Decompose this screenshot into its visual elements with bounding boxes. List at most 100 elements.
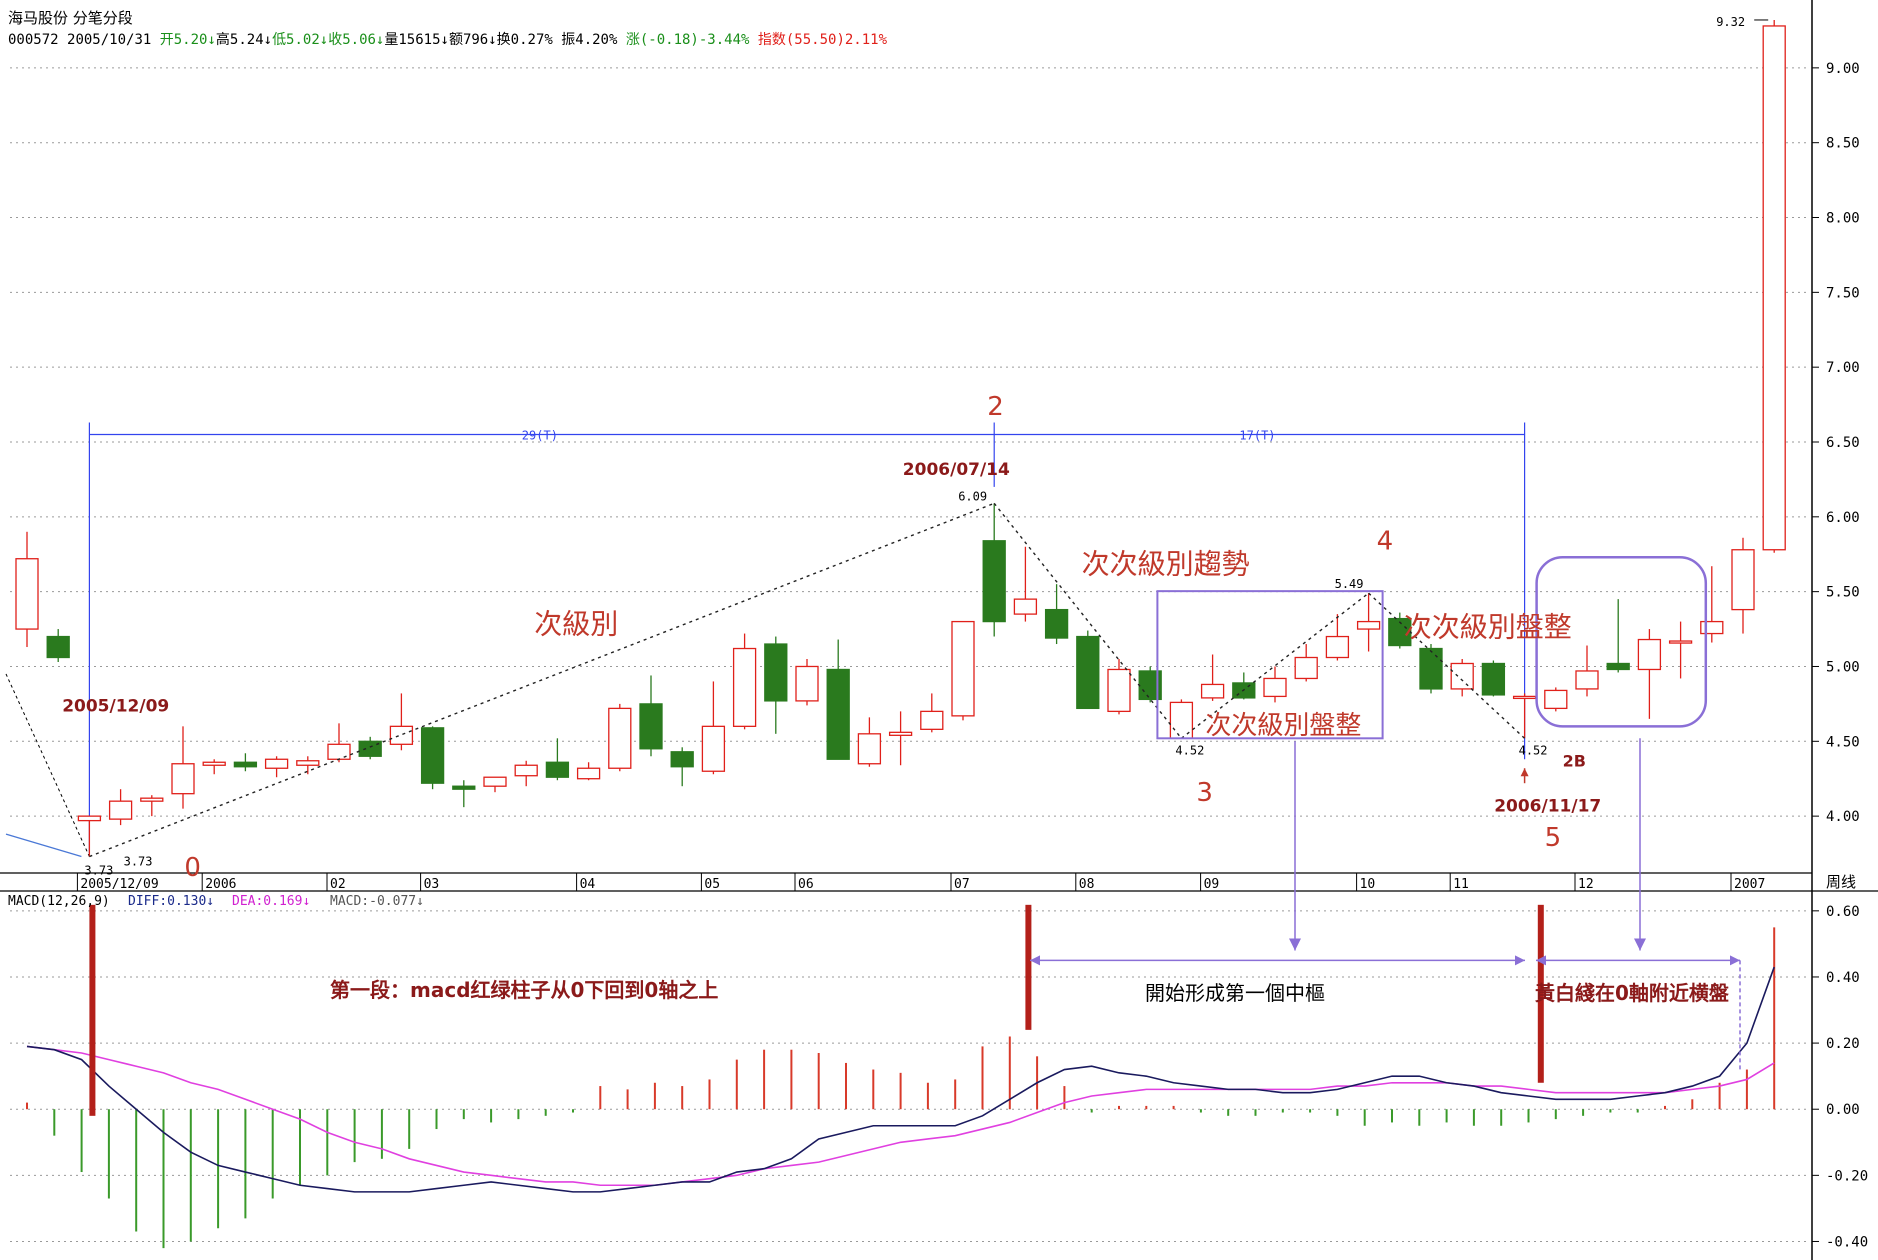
annotation-consolidation-2: 次次級別盤整 [1404, 611, 1572, 644]
price-tick-label: 8.00 [1826, 211, 1860, 227]
candle-body [1263, 677, 1287, 698]
stroke-segment [1368, 592, 1526, 739]
macd-macd-value: MACD:-0.077↓ [330, 894, 424, 909]
candle-body [857, 733, 882, 765]
candle-body [202, 761, 226, 766]
date-annotation-5: 2006/11/17 [1494, 797, 1601, 817]
price-tick-label: 5.00 [1826, 659, 1860, 675]
candle-body [1419, 647, 1443, 690]
candle-body [1481, 662, 1506, 696]
candle-body [296, 760, 320, 766]
price-tick-label: 7.50 [1826, 285, 1860, 301]
stroke-segment [89, 502, 995, 858]
price-tick-label: 5.50 [1826, 585, 1860, 601]
candle-body [764, 643, 788, 702]
candle-body [1294, 656, 1318, 680]
measure-count-label: 17(T) [1239, 429, 1275, 443]
candle-body [389, 725, 414, 745]
candle-body [701, 725, 726, 772]
quote-amplitude: 振4.20% [561, 32, 618, 48]
candle-body [982, 540, 1006, 623]
annotation-level: 次級別 [534, 608, 618, 641]
macd-tick-label: 0.60 [1826, 904, 1860, 920]
candle-body [1044, 608, 1069, 639]
price-tick-label: 6.00 [1826, 510, 1860, 526]
macd-tick-label: 0.00 [1826, 1102, 1860, 1118]
price-label: 6.09 [958, 489, 987, 503]
date-annotation-0: 2005/12/09 [62, 696, 169, 716]
date-label: 2006 [205, 877, 236, 892]
zhongshu-down-arrow-head [1289, 938, 1301, 951]
candle-body [108, 800, 133, 820]
price-label: 5.49 [1335, 577, 1364, 591]
dea-line [26, 1045, 1775, 1187]
macd-tick-label: -0.40 [1826, 1234, 1868, 1250]
wave-label-2: 2 [987, 392, 1004, 422]
candle-body [140, 797, 164, 802]
date-label: 06 [798, 877, 814, 892]
candle-body [1512, 695, 1537, 700]
price-label: 3.73 [124, 855, 153, 869]
stroke-segment [1180, 592, 1370, 739]
diff-line [26, 966, 1775, 1193]
price-label: 4.52 [1519, 743, 1548, 757]
quote-close: 收5.06↓ [328, 32, 385, 48]
candle-body [608, 707, 632, 769]
candle-body [1606, 662, 1630, 671]
candle-body [514, 764, 538, 777]
macd-tick-label: 0.20 [1826, 1036, 1860, 1052]
price-tick-label: 7.00 [1826, 360, 1860, 376]
candle-body [1356, 620, 1381, 630]
date-label: 2005/12/09 [80, 877, 158, 892]
candle-body [1200, 683, 1225, 699]
date-label: 08 [1079, 877, 1095, 892]
candle-body [46, 635, 70, 659]
hover-range-arrow-right-head [1730, 955, 1740, 966]
candle-body [1731, 549, 1755, 611]
macd-diff-value: DIFF:0.130↓ [128, 894, 214, 909]
wave-label-3: 3 [1196, 778, 1213, 808]
candle-body [951, 620, 975, 717]
consolidation-box [1535, 555, 1708, 728]
stock-code: 000572 [8, 32, 59, 48]
quote-index: 指数(55.50)2.11% [757, 32, 888, 48]
wave-label-4: 4 [1377, 527, 1394, 557]
price-tick-label: 9.00 [1826, 61, 1860, 77]
candle-body [77, 815, 102, 822]
candle-body [483, 776, 507, 787]
annotation-consolidation-1: 次次級別盤整 [1205, 711, 1361, 741]
date-label: 02 [330, 877, 346, 892]
macd-dea-value: DEA:0.169↓ [232, 894, 310, 909]
candle-body [1013, 598, 1038, 615]
macd-marker-bar [89, 904, 96, 1116]
quote-date: 2005/10/31 [67, 32, 152, 48]
date-label: 2007 [1734, 877, 1765, 892]
center-range-arrow-right-head [1515, 955, 1525, 966]
macd-marker-bar [1025, 904, 1032, 1030]
quote-open: 开5.20↓ [159, 32, 216, 48]
candle-body [452, 785, 476, 790]
quote-low: 低5.02↓ [272, 32, 329, 48]
candle-body [826, 668, 850, 760]
candle-body [1762, 25, 1786, 551]
measure-count-label: 29(T) [522, 429, 558, 443]
candle-body [15, 558, 39, 630]
candle-body [920, 710, 944, 730]
price-label: 9.32 [1716, 15, 1745, 29]
date-label: 03 [424, 877, 440, 892]
date-annotation-2: 2006/07/14 [903, 460, 1010, 480]
macd-tick-label: 0.40 [1826, 970, 1860, 986]
date-label: 05 [704, 877, 720, 892]
quote-high: 高5.24↓ [215, 32, 273, 48]
candle-body [264, 758, 289, 769]
candle-body [576, 767, 601, 780]
wave-label-5: 5 [1545, 823, 1562, 853]
wave-label-2b: 2B [1563, 752, 1586, 771]
candle-body [1575, 670, 1599, 690]
price-tick-label: 4.00 [1826, 809, 1860, 825]
candle-body [1076, 635, 1100, 710]
macd-tick-label: -0.20 [1826, 1168, 1868, 1184]
candle-body [1637, 638, 1662, 671]
quote-amount: 额796↓ [448, 32, 497, 48]
candle-body [732, 647, 757, 727]
